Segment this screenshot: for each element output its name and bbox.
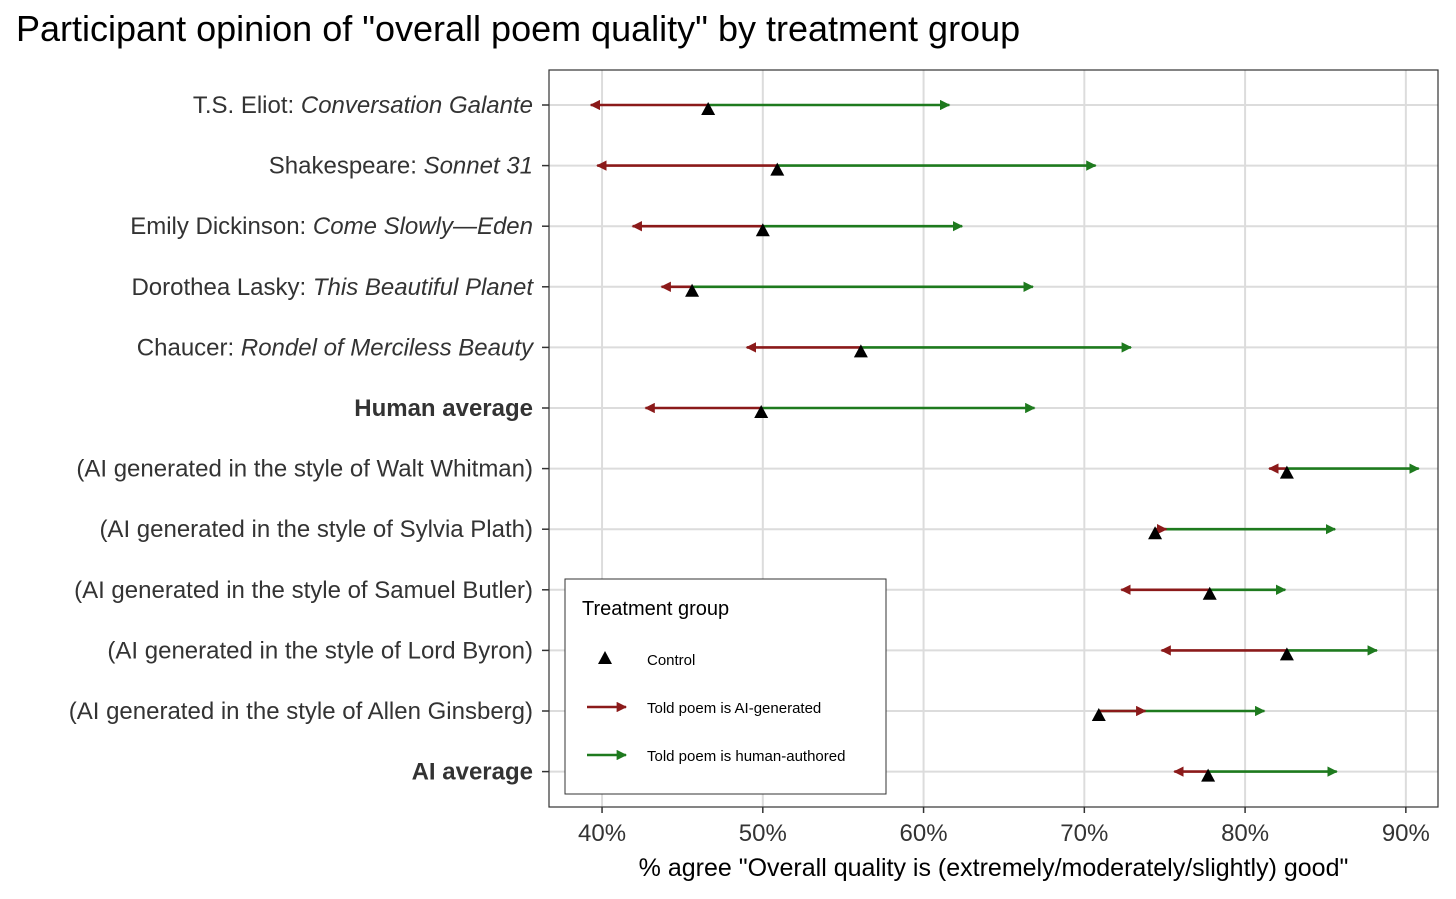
category-labels: T.S. Eliot: Conversation Galante Shakespe… [69, 92, 535, 786]
control-point [755, 223, 770, 237]
category-label: Chaucer: Rondel of Merciless Beauty [137, 334, 535, 361]
axis-ticks: 40% 50% 60% 70% 80% 90% [542, 104, 1430, 847]
control-point [853, 344, 868, 358]
x-tick-label: 50% [739, 820, 787, 847]
control-point [770, 162, 785, 176]
legend-control-icon [598, 651, 612, 664]
category-label: (AI generated in the style of Sylvia Pla… [99, 516, 533, 543]
chart-marks [589, 99, 1420, 782]
legend: Treatment group Control Told poem is AI-g… [564, 578, 887, 795]
plot-panel-border [548, 69, 1439, 808]
control-point [1201, 768, 1216, 782]
category-label: Shakespeare: Sonnet 31 [269, 153, 533, 180]
category-label: AI average [412, 759, 533, 786]
legend-item-label: Told poem is human-authored [647, 748, 845, 765]
control-point [1148, 526, 1163, 540]
chart-title: Participant opinion of "overall poem qua… [16, 8, 1021, 49]
legend-title: Treatment group [582, 598, 729, 620]
control-point [685, 283, 700, 297]
control-point [1279, 465, 1294, 479]
control-point [701, 102, 716, 115]
category-label: (AI generated in the style of Allen Gins… [69, 698, 533, 725]
control-point [1279, 647, 1294, 661]
legend-item-label: Control [647, 652, 695, 669]
category-label: Dorothea Lasky: This Beautiful Planet [131, 274, 534, 301]
legend-item-label: Told poem is AI-generated [647, 700, 821, 717]
category-label: Human average [354, 395, 533, 422]
legend-items: Control Told poem is AI-generated Told poe… [587, 651, 845, 765]
x-tick-label: 90% [1382, 820, 1430, 847]
x-tick-label: 70% [1060, 820, 1108, 847]
control-point [1091, 708, 1106, 721]
control-point [754, 405, 769, 418]
control-point [1202, 586, 1217, 600]
x-axis-title: % agree "Overall quality is (extremely/m… [639, 854, 1349, 882]
x-tick-label: 80% [1221, 820, 1269, 847]
x-tick-label: 40% [578, 820, 626, 847]
x-tick-label: 60% [900, 820, 948, 847]
category-label: T.S. Eliot: Conversation Galante [193, 92, 533, 119]
category-label: (AI generated in the style of Walt Whitm… [76, 456, 533, 483]
category-label: (AI generated in the style of Lord Byron… [107, 637, 533, 664]
category-label: Emily Dickinson: Come Slowly—Eden [130, 213, 533, 240]
category-label: (AI generated in the style of Samuel But… [74, 577, 533, 604]
